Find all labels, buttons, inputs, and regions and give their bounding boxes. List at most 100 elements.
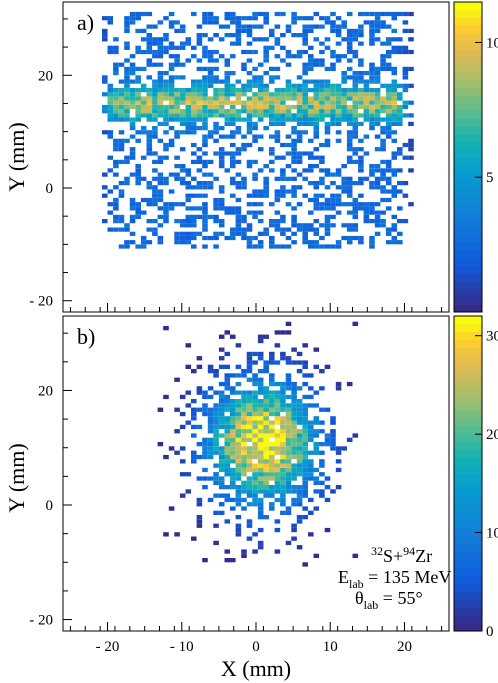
heatmap-cell — [241, 24, 247, 29]
heatmap-cell — [274, 138, 281, 143]
heatmap-cell — [302, 176, 308, 181]
heatmap-cell — [157, 83, 164, 88]
colorbar-segment — [454, 505, 482, 514]
colorbar-segment — [454, 497, 482, 506]
heatmap-cell — [118, 113, 125, 118]
heatmap-cell — [107, 16, 114, 21]
heatmap-cell — [380, 126, 386, 131]
heatmap-cell — [218, 231, 225, 236]
heatmap-cell — [296, 497, 303, 503]
heatmap-cell — [341, 223, 347, 228]
heatmap-cell — [330, 416, 336, 421]
heatmap-cell — [224, 381, 231, 387]
heatmap-cell — [285, 134, 292, 139]
heatmap-cell — [152, 197, 158, 203]
heatmap-cell — [313, 100, 320, 105]
heatmap-cell — [196, 424, 203, 430]
heatmap-cell — [241, 429, 247, 434]
heatmap-cell — [202, 476, 208, 481]
heatmap-cell — [285, 506, 292, 511]
heatmap-cell — [196, 193, 203, 198]
heatmap-cell — [218, 109, 225, 114]
heatmap-cell — [140, 244, 147, 249]
heatmap-cell — [363, 210, 370, 215]
heatmap-cell — [374, 104, 381, 110]
heatmap-cell — [308, 100, 314, 105]
heatmap-cell — [224, 467, 231, 473]
heatmap-cell — [291, 442, 297, 447]
heatmap-cell — [196, 37, 203, 42]
heatmap-cell — [185, 109, 192, 114]
heatmap-cell — [263, 442, 269, 447]
heatmap-cell — [163, 45, 169, 50]
heatmap-cell — [168, 75, 175, 80]
heatmap-cell — [129, 66, 136, 72]
heatmap-cell — [313, 37, 320, 42]
heatmap-cell — [369, 109, 375, 114]
heatmap-cell — [257, 390, 264, 395]
heatmap-cell — [352, 206, 359, 211]
heatmap-cell — [291, 147, 297, 152]
heatmap-cell — [319, 176, 325, 181]
heatmap-cell — [358, 28, 364, 34]
heatmap-cell — [296, 360, 303, 365]
heatmap-cell — [274, 480, 281, 485]
heatmap-cell — [263, 467, 269, 473]
heatmap-cell — [391, 83, 398, 88]
heatmap-cell — [380, 176, 386, 181]
heatmap-cell — [191, 88, 197, 93]
heatmap-cell — [358, 235, 364, 241]
heatmap-cell — [352, 28, 359, 34]
heatmap-cell — [163, 142, 169, 148]
heatmap-cell — [257, 416, 264, 421]
heatmap-cell — [280, 58, 286, 63]
heatmap-cell — [191, 231, 197, 236]
heatmap-cell — [241, 92, 247, 97]
heatmap-cell — [246, 117, 253, 122]
heatmap-cell — [218, 399, 225, 404]
heatmap-cell — [369, 24, 375, 29]
heatmap-cell — [319, 96, 325, 101]
heatmap-cell — [152, 117, 158, 122]
heatmap-cell — [246, 446, 253, 451]
heatmap-cell — [274, 92, 281, 97]
heatmap-cell — [224, 109, 231, 114]
heatmap-cell — [235, 96, 242, 101]
heatmap-cell — [352, 159, 359, 165]
heatmap-cell — [224, 96, 231, 101]
heatmap-cell — [274, 134, 281, 139]
heatmap-cell — [385, 96, 392, 101]
heatmap-cell — [252, 411, 258, 417]
heatmap-cell — [330, 181, 336, 186]
heatmap-cell — [185, 343, 192, 348]
heatmap-cell — [179, 168, 186, 173]
heatmap-cell — [246, 79, 253, 84]
heatmap-cell — [185, 235, 192, 241]
heatmap-cell — [157, 407, 164, 412]
heatmap-cell — [341, 75, 347, 80]
heatmap-cell — [280, 437, 286, 442]
heatmap-cell — [296, 33, 303, 38]
heatmap-cell — [257, 386, 264, 391]
heatmap-cell — [385, 197, 392, 203]
heatmap-cell — [397, 96, 403, 101]
heatmap-cell — [174, 532, 180, 537]
heatmap-cell — [358, 240, 364, 245]
heatmap-cell — [369, 62, 375, 67]
heatmap-cell — [374, 134, 381, 139]
heatmap-cell — [207, 411, 214, 417]
heatmap-cell — [380, 185, 386, 190]
heatmap-cell — [341, 202, 347, 207]
heatmap-cell — [291, 113, 297, 118]
heatmap-cell — [213, 104, 219, 110]
heatmap-cell — [285, 92, 292, 97]
heatmap-cell — [224, 549, 231, 554]
heatmap-cell — [163, 219, 169, 224]
heatmap-cell — [296, 519, 303, 524]
heatmap-cell — [196, 58, 203, 63]
heatmap-cell — [124, 100, 130, 105]
heatmap-cell — [124, 20, 130, 25]
heatmap-cell — [374, 11, 381, 17]
heatmap-cell — [341, 189, 347, 194]
heatmap-cell — [152, 202, 158, 207]
